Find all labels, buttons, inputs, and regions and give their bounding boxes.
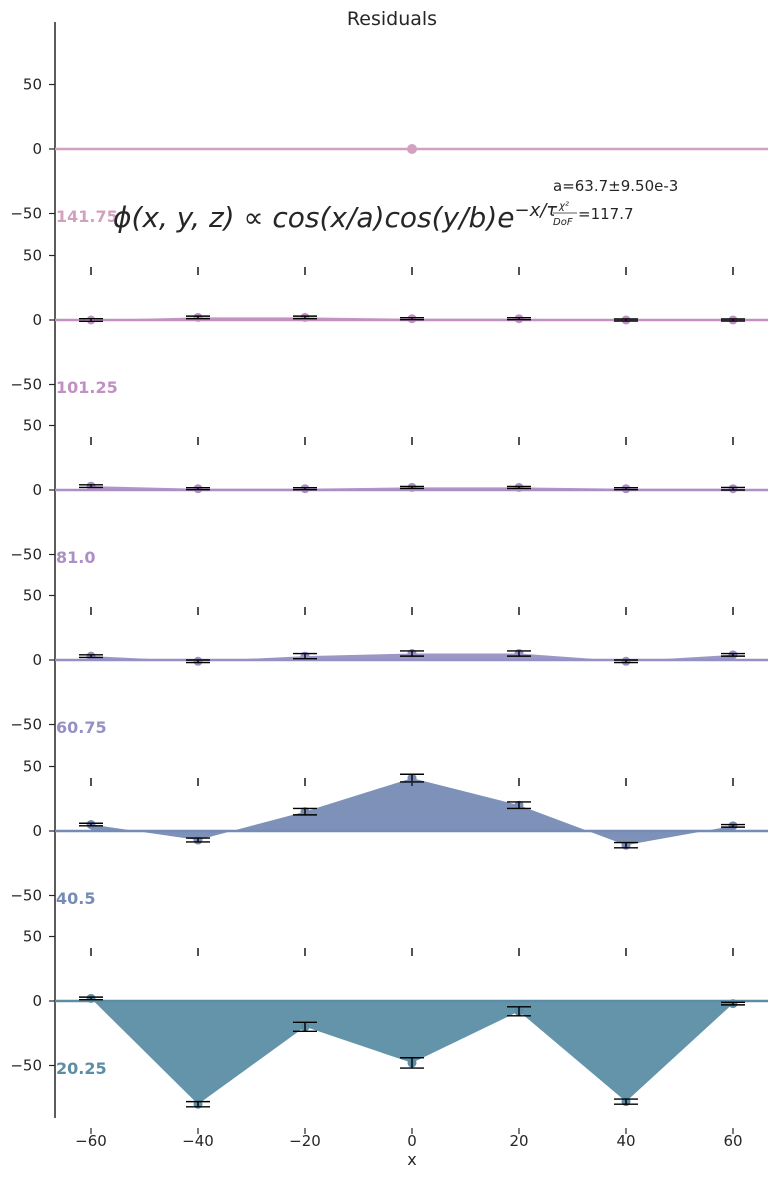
panel-label: 141.75 (56, 207, 118, 226)
y-tick-label: 0 (32, 311, 42, 329)
y-tick-label: 0 (32, 992, 42, 1010)
annotation: ϕ(x, y, z) ∝ cos(x/a)cos(y/b)e−x/τ a=63.… (113, 177, 678, 234)
x-tick-label: −60 (75, 1132, 107, 1150)
x-tick-label: 60 (723, 1132, 742, 1150)
x-tick-label: −20 (289, 1132, 321, 1150)
chi2-value: =117.7 (578, 205, 634, 223)
panel-label: 60.75 (56, 718, 107, 737)
y-tick-label: −50 (10, 546, 42, 564)
x-tick-label: −40 (182, 1132, 214, 1150)
panel-101.25: −50 0 50 101.25 (10, 247, 768, 397)
panel-label: 20.25 (56, 1059, 107, 1078)
y-tick-label: 50 (23, 247, 42, 265)
y-tick-label: 50 (23, 587, 42, 605)
formula-exponent: −x/τ (514, 200, 557, 221)
data-point (407, 144, 417, 154)
area-40.5 (91, 778, 733, 846)
x-axis-label: x (407, 1150, 416, 1169)
y-tick-label: 0 (32, 481, 42, 499)
x-tick-label: 20 (509, 1132, 528, 1150)
panel-label: 40.5 (56, 889, 95, 908)
y-tick-label: −50 (10, 376, 42, 394)
y-tick-label: −50 (10, 716, 42, 734)
y-tick-label: 50 (23, 417, 42, 435)
panel-141.75: −50 0 50 141.75 (10, 76, 768, 226)
y-tick-label: −50 (10, 1057, 42, 1075)
y-tick-label: 50 (23, 76, 42, 94)
x-tick-label: 0 (407, 1132, 417, 1150)
area-20.25 (91, 998, 733, 1105)
panel-81.0: −50 0 50 81.0 (10, 417, 768, 567)
y-tick-label: 0 (32, 651, 42, 669)
y-tick-label: 50 (23, 928, 42, 946)
y-tick-label: 0 (32, 140, 42, 158)
chi2-denominator: DoF (553, 217, 573, 228)
panel-40.5: −50 0 50 40.5 (10, 758, 768, 908)
panels: −50 0 50 141.75 −50 0 50 101.25 −50 0 50 81.0 −50 0 50… (10, 22, 768, 1150)
formula-base: ϕ(x, y, z) ∝ cos(x/a)cos(y/b)e (113, 201, 514, 234)
x-tick-label: 40 (616, 1132, 635, 1150)
panel-60.75: −50 0 50 60.75 (10, 587, 768, 737)
panel-20.25: −50 0 50 20.25 (10, 928, 768, 1109)
y-tick-label: −50 (10, 205, 42, 223)
y-tick-label: 0 (32, 822, 42, 840)
fit-parameter: a=63.7±9.50e-3 (553, 177, 678, 195)
y-tick-label: 50 (23, 758, 42, 776)
y-tick-label: −50 (10, 887, 42, 905)
panel-label: 101.25 (56, 378, 118, 397)
panel-label: 81.0 (56, 548, 95, 567)
chi2-numerator: χ² (558, 201, 569, 212)
chart-title: Residuals (347, 8, 437, 30)
formula-text: ϕ(x, y, z) ∝ cos(x/a)cos(y/b)e−x/τ (113, 200, 557, 234)
